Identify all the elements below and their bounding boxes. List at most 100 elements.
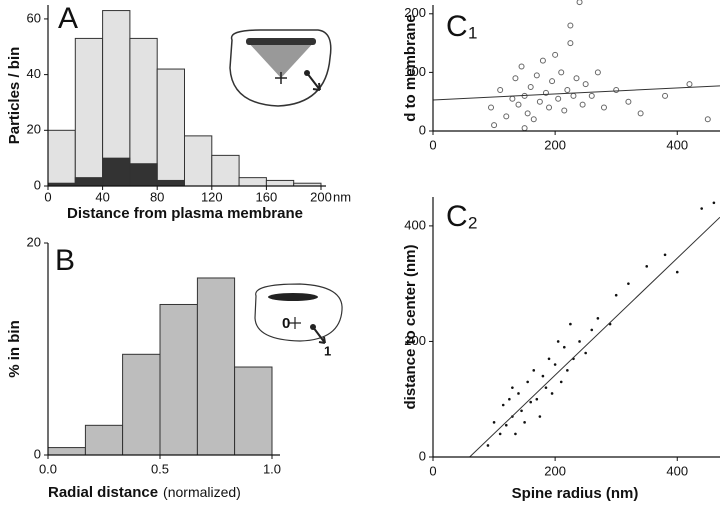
x-unit: nm [333, 189, 351, 204]
x-axis-label: Distance from plasma membrane [67, 205, 303, 222]
point [564, 86, 571, 93]
point [521, 125, 528, 132]
y-tick-label: 60 [27, 10, 41, 25]
x-axis-label-main: Radial distance [48, 484, 158, 501]
panel-sub: 1 [468, 23, 477, 42]
point [539, 57, 546, 64]
point [556, 340, 560, 343]
y-tick-label: 0 [419, 448, 426, 463]
y-tick-label: 0 [419, 122, 426, 137]
bar [159, 303, 198, 456]
x-tick-label: 400 [666, 137, 688, 152]
inset-label: 0 [282, 315, 290, 332]
point [582, 81, 589, 88]
point [550, 392, 554, 395]
point [492, 421, 496, 424]
bar [102, 157, 131, 187]
bar [47, 447, 86, 456]
point [524, 110, 531, 117]
x-tick-label: 0.5 [151, 461, 169, 476]
point [514, 432, 517, 436]
inset-a [229, 29, 332, 107]
y-tick-label: 200 [404, 333, 426, 348]
point [491, 122, 498, 129]
point [544, 386, 548, 389]
y-tick-label: 40 [27, 66, 41, 81]
point [558, 69, 565, 76]
point [511, 386, 514, 389]
point [541, 374, 545, 378]
x-tick-label: 200 [544, 137, 566, 152]
trend-line [469, 216, 720, 458]
x-tick-label: 0.0 [39, 461, 57, 476]
trend-line [432, 85, 720, 101]
point [527, 84, 534, 91]
point [532, 369, 536, 372]
x-tick-label: 0 [429, 463, 436, 478]
point [529, 400, 533, 404]
bar [74, 177, 104, 187]
point [520, 409, 523, 413]
inset-label: 1 [324, 343, 331, 358]
point [503, 113, 510, 120]
point [613, 86, 620, 93]
y-tick-label: 0 [34, 177, 41, 192]
bar [196, 277, 236, 456]
y-tick-label: 20 [27, 122, 41, 137]
y-tick-label: 400 [404, 217, 426, 232]
point [712, 201, 716, 205]
point [584, 351, 587, 355]
point [517, 392, 520, 395]
bar [102, 10, 131, 187]
point [538, 415, 542, 418]
point [590, 328, 594, 332]
panel-label: C [446, 200, 468, 233]
point [569, 322, 572, 326]
y-tick-label: 0 [34, 446, 41, 461]
point [542, 89, 549, 96]
x-tick-label: 200 [310, 189, 332, 204]
point [686, 81, 693, 88]
x-tick-label: 40 [95, 189, 109, 204]
bar [234, 366, 273, 456]
x-tick-label: 80 [150, 189, 164, 204]
x-axis-label: Radial distance (normalized) [48, 484, 241, 501]
point [512, 75, 519, 82]
y-axis-label: % in bin [6, 320, 23, 378]
panel-sub: 2 [468, 213, 477, 232]
bar [184, 135, 213, 187]
y-tick-label: 20 [27, 234, 41, 249]
point [566, 369, 569, 372]
x-axis-label-note: (normalized) [163, 484, 241, 500]
point [625, 98, 632, 105]
point [535, 397, 539, 401]
x-tick-label: 160 [256, 189, 278, 204]
point [614, 293, 618, 297]
panel-label: C [446, 10, 468, 43]
point [596, 317, 600, 320]
bar [265, 179, 295, 187]
point [579, 101, 586, 108]
point [533, 72, 540, 79]
point [515, 101, 522, 108]
point [588, 92, 595, 99]
point [573, 75, 580, 82]
y-axis-label: Particles / bin [6, 47, 23, 145]
point [498, 432, 502, 436]
inset-b: 0 1 [254, 283, 343, 358]
point [530, 116, 537, 123]
x-tick-label: 0 [429, 137, 436, 152]
point [600, 104, 607, 111]
bar [84, 424, 124, 456]
point [547, 357, 551, 361]
point [567, 40, 574, 47]
point [700, 207, 703, 210]
point [627, 282, 630, 285]
x-tick-label: 1.0 [263, 461, 281, 476]
point [526, 380, 529, 384]
point [504, 423, 508, 427]
point [536, 98, 543, 105]
point [704, 116, 711, 123]
y-tick-label: 100 [404, 64, 426, 79]
